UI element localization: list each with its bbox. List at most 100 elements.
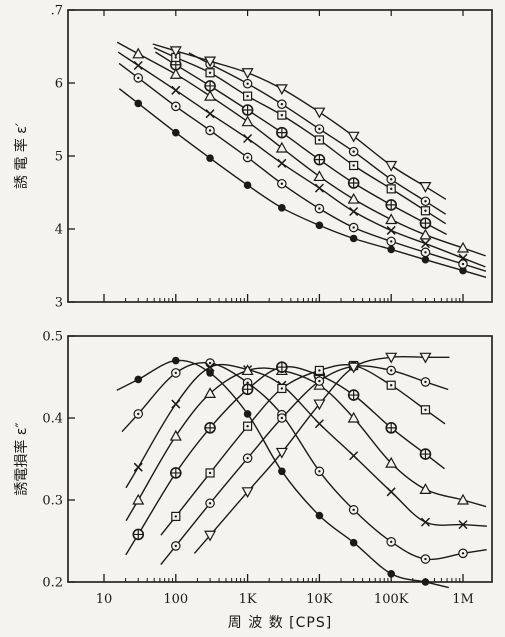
data-point	[314, 183, 324, 193]
data-point	[420, 377, 431, 387]
data-point	[241, 104, 254, 116]
data-point	[456, 241, 470, 253]
data-point	[243, 421, 253, 431]
data-point	[385, 199, 398, 211]
data-point	[420, 405, 431, 415]
data-point	[314, 135, 324, 145]
data-point	[277, 413, 287, 423]
data-point	[169, 68, 182, 79]
data-point	[315, 221, 324, 230]
series-line-6	[153, 46, 447, 225]
y-tick-label: 4	[55, 223, 63, 238]
data-point	[171, 101, 181, 112]
plot-frame	[67, 335, 493, 583]
y-tick-label: 5	[55, 150, 63, 165]
data-point	[347, 411, 360, 423]
data-point	[456, 493, 470, 505]
data-point	[243, 181, 252, 189]
data-point	[420, 247, 431, 258]
data-point	[419, 483, 432, 494]
x-tick-label: 10	[96, 592, 113, 607]
data-point	[205, 68, 215, 78]
x-tick-label: 100K	[374, 592, 409, 607]
data-point	[458, 259, 468, 269]
data-point	[348, 505, 359, 515]
data-point	[133, 73, 144, 83]
data-point	[314, 419, 324, 429]
data-point	[386, 236, 396, 247]
data-point	[349, 206, 359, 217]
y-tick-label: 0.2	[42, 576, 63, 591]
data-point	[204, 387, 217, 398]
data-point	[348, 222, 359, 233]
x-tick-label: 1M	[452, 592, 474, 607]
data-point	[349, 538, 358, 547]
data-point	[458, 253, 468, 263]
data-point	[277, 99, 287, 109]
data-point	[132, 528, 145, 541]
y-tick-label: 0.4	[42, 412, 63, 427]
series-line-8	[152, 43, 447, 200]
data-point	[313, 170, 326, 182]
y-tick-label: 6	[55, 77, 63, 92]
data-point	[206, 154, 214, 162]
data-point	[172, 128, 180, 137]
data-point	[132, 493, 145, 505]
data-point	[169, 46, 182, 58]
data-point	[133, 60, 143, 71]
data-point	[277, 158, 287, 168]
data-point	[205, 498, 215, 509]
series-line-5	[155, 51, 447, 236]
data-point	[386, 380, 396, 390]
data-point	[347, 131, 360, 143]
data-point	[278, 204, 286, 212]
data-point	[387, 245, 396, 254]
data-point	[386, 184, 396, 194]
data-point	[134, 99, 143, 108]
data-point	[242, 78, 253, 89]
data-point	[275, 141, 288, 153]
data-point	[132, 47, 145, 59]
data-point	[347, 389, 360, 401]
data-point	[386, 174, 396, 185]
data-point	[420, 517, 430, 527]
data-point	[169, 429, 182, 441]
data-point	[420, 554, 431, 564]
data-point	[171, 368, 181, 378]
x-axis-label: 周 波 数 [CPS]	[228, 615, 332, 631]
data-point	[314, 376, 325, 386]
data-point	[313, 153, 326, 166]
data-point	[386, 365, 396, 376]
data-point	[241, 487, 254, 499]
data-point	[421, 255, 430, 264]
data-point	[243, 410, 252, 418]
data-point	[241, 383, 254, 396]
data-point	[420, 196, 431, 207]
data-point	[170, 467, 182, 479]
data-point	[204, 89, 217, 101]
data-point	[421, 578, 430, 586]
permittivity-panel: 3 4 5 6 .7 誘 電 率 ε′	[13, 4, 493, 311]
y-tick-label: 0.3	[42, 494, 63, 509]
y-axis-label: 誘 電 率 ε′	[13, 123, 30, 189]
data-point	[277, 178, 287, 189]
data-point	[276, 126, 288, 139]
data-point	[204, 422, 216, 434]
data-point	[420, 239, 430, 249]
data-point	[347, 177, 360, 189]
data-point	[386, 537, 396, 547]
data-point	[349, 160, 359, 171]
data-point	[171, 541, 181, 551]
data-point	[243, 133, 253, 144]
data-point	[171, 399, 181, 409]
y-tick-label: 3	[55, 296, 63, 311]
data-point	[419, 217, 432, 229]
data-point	[314, 124, 325, 134]
y-tick-label: 0.5	[42, 330, 63, 345]
data-point	[241, 364, 254, 376]
data-point	[349, 451, 359, 461]
data-point	[385, 456, 398, 468]
data-point	[385, 160, 398, 172]
data-point	[314, 203, 325, 214]
